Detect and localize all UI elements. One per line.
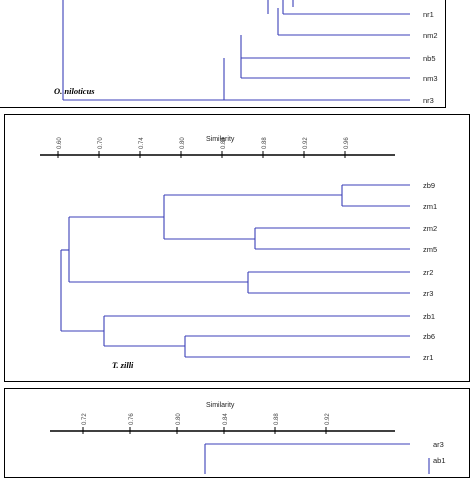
species-label-t-zilli: T. zilli	[112, 360, 134, 370]
leaf-label-zr3: zr3	[423, 289, 433, 298]
tick-label: 0.60	[57, 137, 63, 149]
tick-marks	[57, 151, 346, 158]
dendrogram-t-zilli: Similarity 0.60 0.70 0.74 0.80 0.84 0.88…	[40, 136, 437, 370]
tick-label: 0.96	[344, 137, 350, 149]
dendrogram-o-niloticus: nr1 nm2 nb5 nm3 nr3 O. niloticus	[54, 0, 438, 105]
tick-label: 0.84	[223, 413, 229, 425]
panel-t-zilli	[4, 114, 470, 382]
leaf-label-nr3: nr3	[423, 96, 434, 105]
tick-marks-3	[82, 427, 327, 434]
tick-label: 0.88	[262, 137, 268, 149]
leaf-label-ab1: ab1	[433, 456, 446, 465]
leaf-label-nb5: nb5	[423, 54, 436, 63]
leaf-label-zr2: zr2	[423, 268, 433, 277]
leaf-label-zb9: zb9	[423, 181, 435, 190]
tick-label: 0.88	[274, 413, 280, 425]
tick-label: 0.80	[180, 137, 186, 149]
leaf-label-zm1: zm1	[423, 202, 437, 211]
axis-title-similarity: Similarity	[206, 136, 235, 143]
leaf-label-zb1: zb1	[423, 312, 435, 321]
tick-label: 0.76	[129, 413, 135, 425]
leaf-label-nm2: nm2	[423, 31, 438, 40]
tick-label: 0.70	[98, 137, 104, 149]
tick-label: 0.84	[221, 137, 227, 149]
panel-third	[4, 388, 470, 478]
leaf-label-ar3: ar3	[433, 440, 444, 449]
tick-label: 0.92	[303, 137, 309, 149]
tick-label: 0.80	[176, 413, 182, 425]
leaf-label-nr1: nr1	[423, 10, 434, 19]
leaf-label-zm2: zm2	[423, 224, 437, 233]
species-label-o-niloticus: O. niloticus	[54, 86, 95, 96]
tick-label: 0.72	[82, 413, 88, 425]
tick-label: 0.92	[325, 413, 331, 425]
leaf-label-zr1: zr1	[423, 353, 433, 362]
panel-o-niloticus	[0, 0, 446, 108]
axis-title-similarity-3: Similarity	[206, 402, 235, 409]
tick-label: 0.74	[139, 137, 145, 149]
leaf-label-nm3: nm3	[423, 74, 438, 83]
leaf-label-zm5: zm5	[423, 245, 437, 254]
leaf-label-zb6: zb6	[423, 332, 435, 341]
dendrogram-third: Similarity 0.72 0.76 0.80 0.84 0.88 0.92…	[50, 402, 446, 474]
